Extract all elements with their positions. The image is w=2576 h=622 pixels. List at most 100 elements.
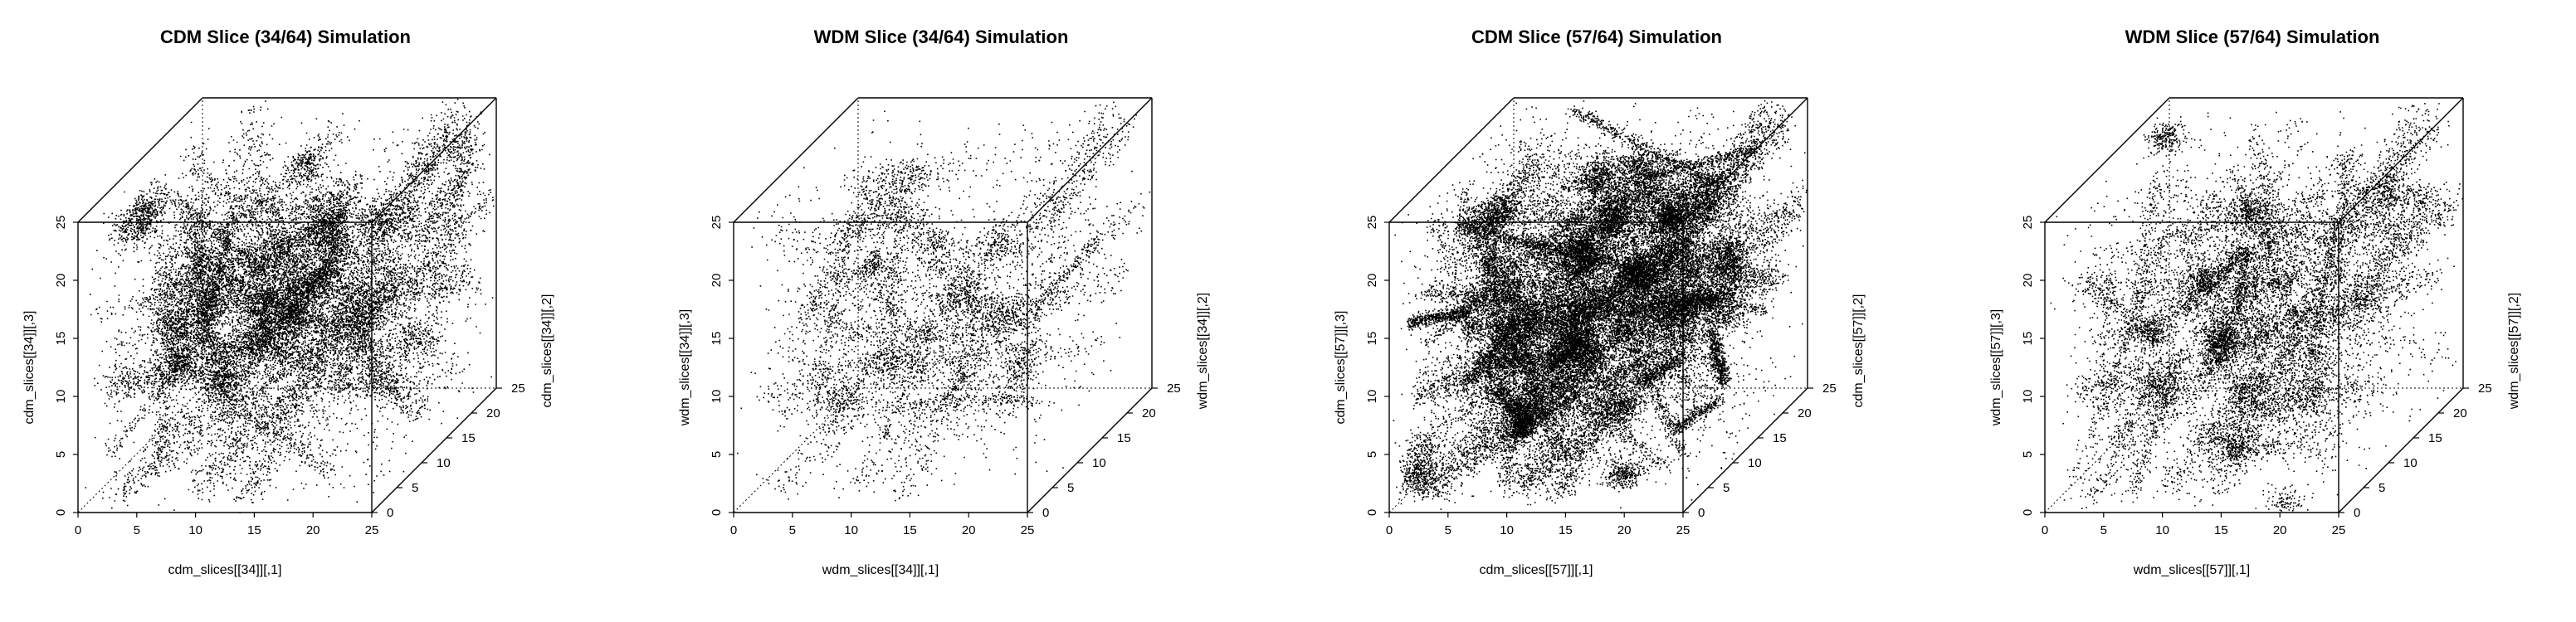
- y-tick-label: 20: [1798, 406, 1812, 420]
- x-tick-label: 10: [844, 523, 858, 537]
- y-axis-label: wdm_slices[[34]][,2]: [1196, 293, 1210, 411]
- z-tick-label: 5: [710, 451, 724, 458]
- z-tick-label: 20: [2021, 274, 2035, 288]
- z-tick-label: 0: [1365, 509, 1379, 516]
- panels-container: CDM Slice (34/64) Simulation 0 5 10 15 20 25 cd…: [22, 27, 2521, 577]
- y-tick-label: 20: [1142, 406, 1156, 420]
- z-tick-label: 0: [710, 509, 724, 516]
- x-tick-label: 20: [962, 523, 976, 537]
- y-tick-label: 25: [2478, 381, 2492, 396]
- x-tick-label: 0: [730, 523, 737, 537]
- z-tick-label: 20: [54, 274, 68, 288]
- x-tick-label: 25: [2332, 523, 2346, 537]
- z-axis: 0 5 10 15 20 25: [1365, 216, 1389, 516]
- y-tick-label: 15: [2428, 431, 2442, 445]
- z-axis-label: wdm_slices[[57]][,3]: [1989, 309, 2003, 427]
- box-edges: [1388, 97, 1808, 513]
- scatter-points: [2050, 103, 2463, 512]
- x-axis-label: wdm_slices[[57]][,1]: [2133, 563, 2251, 577]
- panel-3: CDM Slice (57/64) Simulation 0 5 10 15 20 25 cd…: [1334, 27, 1866, 577]
- y-tick-label: 15: [1117, 431, 1131, 445]
- y-tick-label: 5: [412, 481, 418, 495]
- y-tick-label: 25: [1167, 381, 1181, 396]
- x-axis-label: cdm_slices[[57]][,1]: [1480, 563, 1593, 577]
- panel-4: WDM Slice (57/64) Simulation 0 5 10 15 20 25 wd…: [1989, 27, 2521, 577]
- panel-2: WDM Slice (34/64) Simulation 0 5 10 15 20 25 wd…: [678, 27, 1210, 577]
- box-edges: [2044, 97, 2464, 513]
- y-tick-label: 10: [1092, 456, 1106, 470]
- y-tick-label: 10: [437, 456, 451, 470]
- y-tick-label: 25: [1822, 381, 1837, 396]
- z-axis: 0 5 10 15 20 25: [2021, 216, 2045, 516]
- z-tick-label: 25: [1365, 216, 1379, 230]
- x-axis: 0 5 10 15 20 25: [1386, 513, 1690, 537]
- z-tick-label: 10: [54, 390, 68, 404]
- y-tick-label: 15: [1773, 431, 1787, 445]
- z-tick-label: 0: [54, 509, 68, 516]
- scatter-points: [85, 99, 495, 513]
- y-axis-label: wdm_slices[[57]][,2]: [2507, 293, 2521, 411]
- z-tick-label: 5: [2021, 451, 2035, 458]
- y-axis: 0 5 10 15 20 25: [1027, 381, 1181, 520]
- z-tick-label: 10: [710, 390, 724, 404]
- z-tick-label: 0: [2021, 509, 2035, 516]
- z-tick-label: 10: [1365, 390, 1379, 404]
- y-axis-label: cdm_slices[[34]][,2]: [540, 294, 554, 408]
- y-tick-label: 10: [1748, 456, 1762, 470]
- y-tick-label: 5: [1723, 481, 1730, 495]
- x-tick-label: 0: [1386, 523, 1393, 537]
- y-tick-label: 25: [511, 381, 525, 396]
- y-tick-label: 10: [2403, 456, 2417, 470]
- z-tick-label: 10: [2021, 390, 2035, 404]
- x-tick-label: 25: [365, 523, 379, 537]
- z-tick-label: 15: [54, 332, 68, 346]
- z-tick-label: 20: [710, 274, 724, 288]
- x-tick-label: 5: [134, 523, 140, 537]
- scatter-points: [1393, 100, 1808, 514]
- x-tick-label: 20: [306, 523, 320, 537]
- y-tick-label: 0: [1698, 506, 1705, 520]
- x-axis-label: cdm_slices[[34]][,1]: [168, 563, 282, 577]
- x-tick-label: 0: [2042, 523, 2048, 537]
- x-tick-label: 0: [75, 523, 81, 537]
- z-axis-label: cdm_slices[[34]][,3]: [22, 311, 37, 425]
- x-tick-label: 25: [1021, 523, 1035, 537]
- scatter-points: [737, 101, 1151, 502]
- x-axis-label: wdm_slices[[34]][,1]: [822, 563, 939, 577]
- x-axis: 0 5 10 15 20 25: [730, 513, 1035, 537]
- y-axis-label: cdm_slices[[57]][,2]: [1852, 294, 1866, 408]
- x-tick-label: 10: [188, 523, 202, 537]
- z-axis: 0 5 10 15 20 25: [710, 216, 734, 516]
- y-axis: 0 5 10 15 20 25: [372, 381, 525, 520]
- z-tick-label: 25: [54, 216, 68, 230]
- box-edges: [733, 97, 1153, 513]
- y-tick-label: 20: [486, 406, 500, 420]
- y-tick-label: 0: [2354, 506, 2360, 520]
- z-tick-label: 15: [710, 332, 724, 346]
- x-axis: 0 5 10 15 20 25: [2042, 513, 2346, 537]
- z-tick-label: 5: [1365, 451, 1379, 458]
- x-tick-label: 25: [1676, 523, 1690, 537]
- x-tick-label: 15: [247, 523, 261, 537]
- z-axis-label: wdm_slices[[34]][,3]: [678, 309, 692, 427]
- z-axis: 0 5 10 15 20 25: [54, 216, 78, 516]
- x-tick-label: 20: [1617, 523, 1632, 537]
- z-tick-label: 15: [2021, 332, 2035, 346]
- z-axis-label: cdm_slices[[57]][,3]: [1334, 311, 1348, 425]
- z-tick-label: 25: [710, 216, 724, 230]
- chart-title: CDM Slice (34/64) Simulation: [160, 27, 411, 47]
- z-tick-label: 5: [54, 451, 68, 458]
- y-axis: 0 5 10 15 20 25: [2339, 381, 2492, 520]
- x-axis: 0 5 10 15 20 25: [75, 513, 379, 537]
- y-tick-label: 0: [1042, 506, 1049, 520]
- x-tick-label: 15: [903, 523, 917, 537]
- y-tick-label: 15: [461, 431, 476, 445]
- x-tick-label: 15: [2214, 523, 2228, 537]
- x-tick-label: 10: [1500, 523, 1514, 537]
- y-tick-label: 5: [1067, 481, 1074, 495]
- panel-1: CDM Slice (34/64) Simulation 0 5 10 15 20 25 cd…: [22, 27, 554, 577]
- x-tick-label: 15: [1559, 523, 1573, 537]
- y-tick-label: 0: [387, 506, 393, 520]
- x-tick-label: 5: [2100, 523, 2107, 537]
